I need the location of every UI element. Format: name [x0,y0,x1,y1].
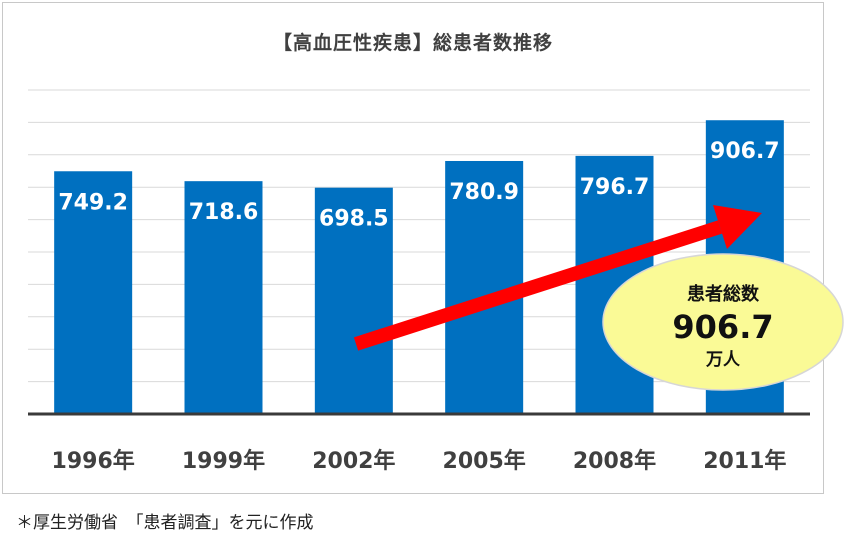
bar-value-label: 796.7 [580,175,650,200]
bar-value-label: 698.5 [319,207,389,232]
chart-panel [2,2,824,494]
x-tick-label: 2005年 [443,448,526,474]
trend-arrow-shaft [353,220,723,351]
x-tick-label: 2002年 [312,448,395,474]
x-tick-label: 1999年 [182,448,265,474]
callout-bubble [602,253,844,391]
bar-value-label: 749.2 [58,190,128,215]
trend-arrow [353,205,762,351]
callout-value: 906.7 [672,308,773,346]
bar-value-label: 906.7 [710,139,780,164]
chart-title: 【高血圧性疾患】総患者数推移 [272,32,553,54]
bar-value-labels: 749.2 718.6 698.5 780.9 796.7 906.7 [58,139,779,231]
bar-value-label: 780.9 [449,180,519,205]
bar-value-label: 718.6 [189,200,259,225]
callout-caption: 患者総数 [687,283,760,305]
callout-unit: 万人 [705,350,741,370]
x-tick-label: 2011年 [703,448,786,474]
x-tick-label: 1996年 [52,448,135,474]
total-callout: 患者総数 906.7 万人 [602,253,844,391]
bar-2002年 [314,187,393,414]
x-tick-label: 2008年 [573,448,656,474]
source-footnote: ＊厚生労働省 「患者調査」を元に作成 [16,513,314,533]
bar-1999年 [184,181,263,414]
trend-arrow-head [713,205,762,249]
x-axis-ticks: 1996年 1999年 2002年 2005年 2008年 2011年 [52,448,787,474]
bar-1996年 [54,171,133,414]
